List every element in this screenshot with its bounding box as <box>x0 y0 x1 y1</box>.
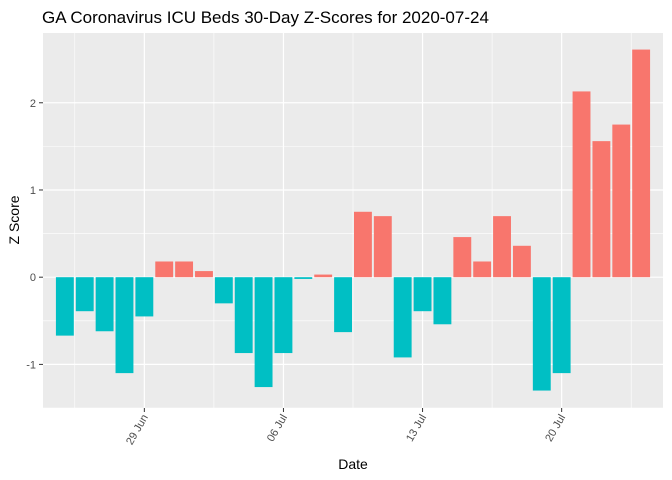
bar <box>175 261 194 278</box>
bar <box>155 261 174 278</box>
y-axis-ticks: -1 0 1 2 <box>26 98 43 371</box>
bar <box>612 124 631 278</box>
bar <box>115 277 134 374</box>
bar <box>95 277 114 332</box>
y-tick-label: 2 <box>30 98 36 110</box>
bar <box>314 274 333 278</box>
y-axis-label: Z Score <box>6 195 22 244</box>
bar <box>453 237 472 278</box>
grid-minor <box>43 33 663 409</box>
bar <box>373 216 392 278</box>
bar <box>135 277 154 317</box>
bar <box>195 271 213 278</box>
bar <box>552 277 571 374</box>
bar <box>572 91 591 278</box>
bar <box>493 216 511 278</box>
bar <box>75 277 94 312</box>
bar <box>393 277 412 358</box>
bar <box>334 277 353 333</box>
bar <box>214 277 233 304</box>
bars <box>55 49 651 391</box>
y-tick-label: 0 <box>30 272 36 284</box>
x-tick-label: 06 Jul <box>265 413 290 444</box>
bar <box>433 277 452 325</box>
x-axis-ticks: 29 Jun 06 Jul 13 Jul 20 Jul <box>124 408 568 447</box>
bar <box>512 245 531 278</box>
bar <box>234 277 253 354</box>
bar <box>592 141 611 278</box>
y-tick-label: -1 <box>26 359 36 371</box>
bar <box>632 49 651 278</box>
x-tick-label: 29 Jun <box>124 413 151 448</box>
x-tick-label: 20 Jul <box>543 413 568 444</box>
bar <box>294 277 313 279</box>
bar <box>274 277 293 354</box>
x-axis-label: Date <box>338 456 368 472</box>
bar <box>254 277 273 388</box>
bar <box>532 277 551 391</box>
bar <box>413 277 432 312</box>
bar <box>473 261 492 278</box>
chart-title: GA Coronavirus ICU Beds 30-Day Z-Scores … <box>42 8 489 27</box>
y-tick-label: 1 <box>30 185 36 197</box>
bar <box>55 277 74 336</box>
x-tick-label: 13 Jul <box>404 413 429 444</box>
bar <box>353 211 372 278</box>
